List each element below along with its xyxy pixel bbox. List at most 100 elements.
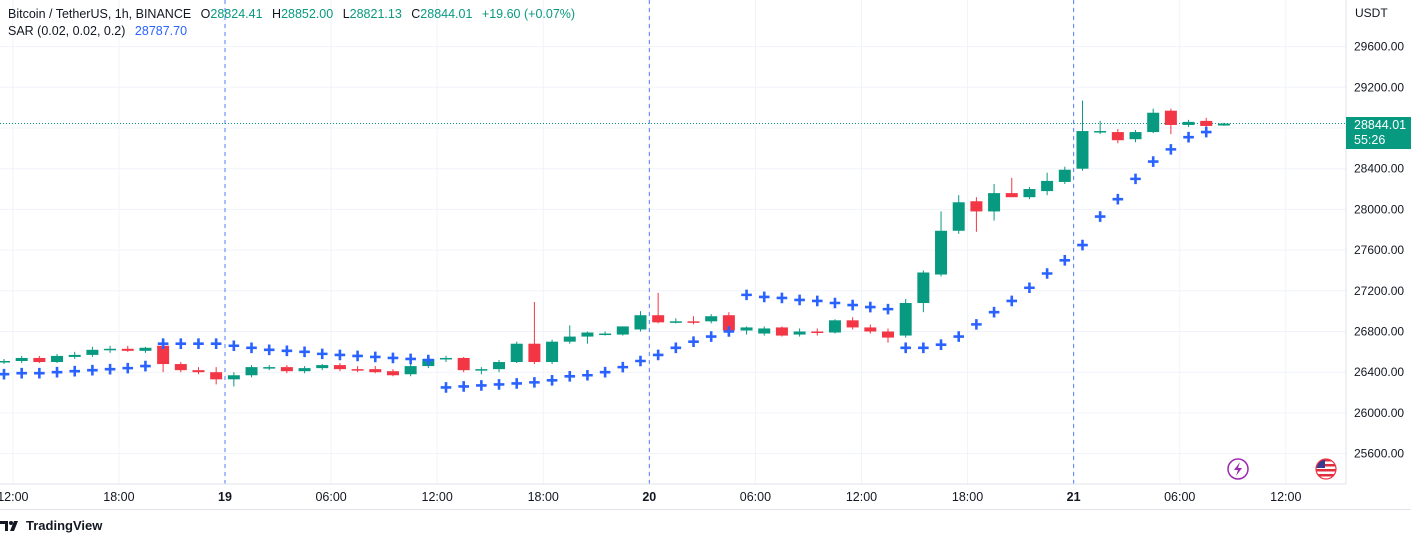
sar-point (511, 378, 523, 389)
sar-point (493, 379, 505, 390)
sar-point (210, 338, 222, 350)
symbol-title[interactable]: Bitcoin / TetherUS, 1h, BINANCE (8, 7, 192, 21)
grid-lines (0, 0, 1346, 484)
y-tick-label: 26000.00 (1354, 406, 1404, 420)
x-tick-label: 06:00 (315, 490, 346, 504)
candle (440, 355, 452, 363)
sar-point (1006, 295, 1018, 307)
candle (15, 355, 28, 364)
sar-label[interactable]: SAR (0.02, 0.02, 0.2) (8, 24, 126, 38)
footer-divider (0, 509, 1411, 510)
candle (740, 326, 753, 335)
candle (174, 362, 187, 373)
x-tick-label: 12:00 (1270, 490, 1301, 504)
sar-point (423, 354, 434, 366)
session-break-lines (224, 0, 1075, 484)
x-tick-label: 06:00 (1164, 490, 1195, 504)
chart-legend: Bitcoin / TetherUS, 1h, BINANCE O28824.4… (8, 6, 575, 40)
sar-point (811, 295, 823, 307)
sar-point (369, 351, 381, 363)
low-value: 28821.13 (349, 7, 402, 21)
candle (882, 328, 894, 343)
sar-point (334, 349, 346, 361)
sar-point (157, 338, 169, 350)
candle (775, 326, 788, 337)
sar-point (865, 301, 876, 313)
sar-point (988, 306, 1000, 318)
currency-label[interactable]: USDT (1355, 6, 1388, 20)
candle (669, 318, 682, 324)
sar-point (193, 338, 204, 350)
x-tick-label: 12:00 (422, 490, 453, 504)
candle (0, 358, 10, 365)
sar-point (529, 377, 540, 388)
x-tick-label: 20 (642, 490, 656, 504)
sar-point (299, 346, 310, 358)
sar-point (935, 339, 947, 351)
low-label: L (342, 7, 350, 21)
sar-point (51, 366, 63, 378)
sar-point (847, 299, 858, 311)
sar-point (1183, 131, 1194, 143)
sar-point (458, 381, 469, 392)
sar-point (599, 366, 611, 378)
sar-point (316, 348, 328, 360)
sar-point (1094, 211, 1106, 222)
sar-point (882, 303, 894, 315)
lightning-icon[interactable] (1227, 458, 1249, 480)
sar-point (1147, 156, 1159, 167)
us-flag-icon[interactable] (1315, 458, 1337, 480)
sar-point (387, 352, 399, 364)
last-price-tag: 28844.01 55:26 (1346, 117, 1411, 149)
sar-point (741, 289, 752, 301)
sar-point (971, 319, 982, 330)
candle (811, 328, 824, 336)
candle (1076, 100, 1089, 171)
candle (280, 365, 293, 374)
x-tick-label: 06:00 (740, 490, 771, 504)
open-value: 28824.41 (210, 7, 263, 21)
x-tick-label: 12:00 (0, 490, 29, 504)
candle (316, 364, 329, 371)
sar-point (440, 382, 452, 393)
x-tick-label: 12:00 (846, 490, 877, 504)
sar-value: 28787.70 (134, 24, 188, 38)
candle (599, 331, 612, 336)
sar-point (0, 368, 10, 380)
candle (333, 363, 346, 372)
sar-point (1059, 254, 1071, 266)
candle (988, 183, 1001, 221)
x-tick-label: 18:00 (528, 490, 559, 504)
sar-point (263, 344, 275, 356)
candle (68, 351, 81, 359)
candle (475, 367, 488, 375)
x-tick-label: 21 (1067, 490, 1081, 504)
sar-point (352, 350, 363, 362)
sar-point (104, 363, 116, 375)
x-tick-label: 18:00 (103, 490, 134, 504)
sar-point (670, 342, 682, 354)
candle (493, 359, 506, 373)
sar-point (476, 380, 487, 391)
time-axis[interactable]: 12:00 18:00 19 06:00 12:00 18:00 20 06:00 12:00 1… (0, 483, 1346, 504)
ohlc-row: Bitcoin / TetherUS, 1h, BINANCE O28824.4… (8, 6, 575, 23)
sar-point (1165, 144, 1177, 155)
candle (652, 292, 665, 324)
sar-point (953, 331, 965, 342)
sar-point (140, 360, 151, 372)
sar-point (723, 326, 735, 337)
tradingview-brand[interactable]: TradingView (0, 518, 102, 533)
candle (546, 339, 559, 365)
candle (828, 319, 841, 334)
price-axis[interactable]: 29600.0029200.0028800.0028400.0028000.00… (1345, 0, 1404, 484)
candle (510, 341, 523, 364)
sar-row: SAR (0.02, 0.02, 0.2) 28787.70 (8, 23, 575, 40)
y-tick-label: 25600.00 (1354, 447, 1404, 461)
y-tick-label: 28000.00 (1354, 202, 1404, 216)
y-tick-label: 28400.00 (1354, 162, 1404, 176)
open-label: O (200, 7, 211, 21)
change-value: +19.60 (+0.07%) (481, 7, 576, 21)
sar-point (652, 349, 664, 361)
sar-point (794, 294, 805, 306)
